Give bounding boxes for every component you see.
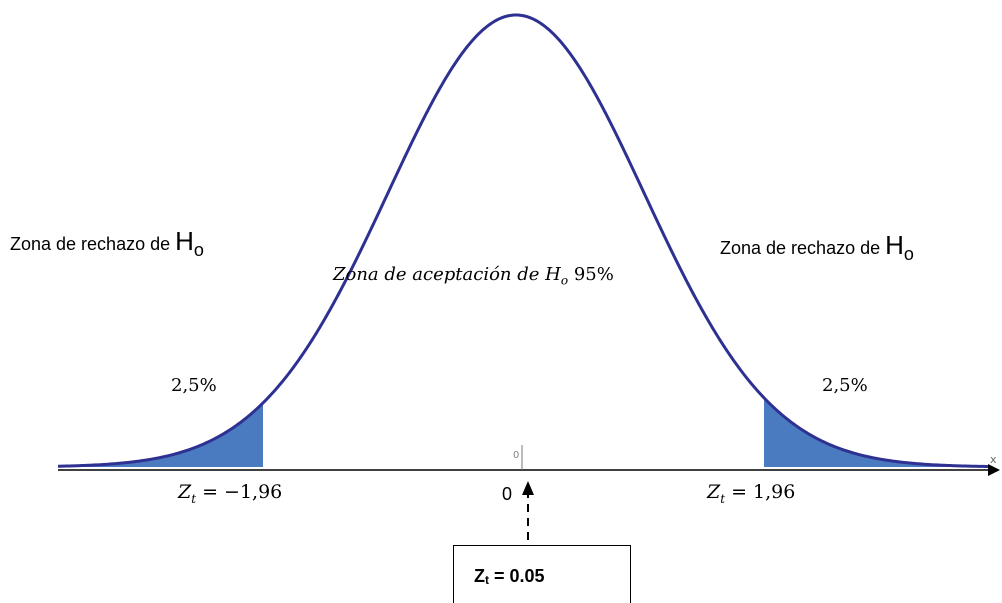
pointer-arrowhead	[522, 481, 534, 495]
right-rejection-zone-label: Zona de rechazo de Ho	[720, 230, 914, 264]
center-tick-label: 0	[513, 450, 519, 461]
left-critical-value: Zt = −1,96	[178, 481, 283, 506]
right-tail-percentage: 2,5%	[822, 375, 868, 396]
left-rejection-area	[58, 402, 263, 467]
acceptance-zone-label: Zona de aceptación de Ho 95%	[333, 264, 614, 288]
right-critical-value: Zt = 1,96	[707, 481, 796, 506]
right-rejection-area	[764, 397, 988, 467]
x-axis-end-label: x	[990, 453, 997, 466]
x-axis-arrowhead	[988, 464, 1000, 476]
test-statistic-box: Zt = 0.05	[453, 545, 631, 603]
left-rejection-zone-label: Zona de rechazo de Ho	[10, 226, 204, 260]
center-value-label: 0	[502, 484, 513, 504]
left-tail-percentage: 2,5%	[171, 375, 217, 396]
normal-curve	[57, 13, 989, 468]
